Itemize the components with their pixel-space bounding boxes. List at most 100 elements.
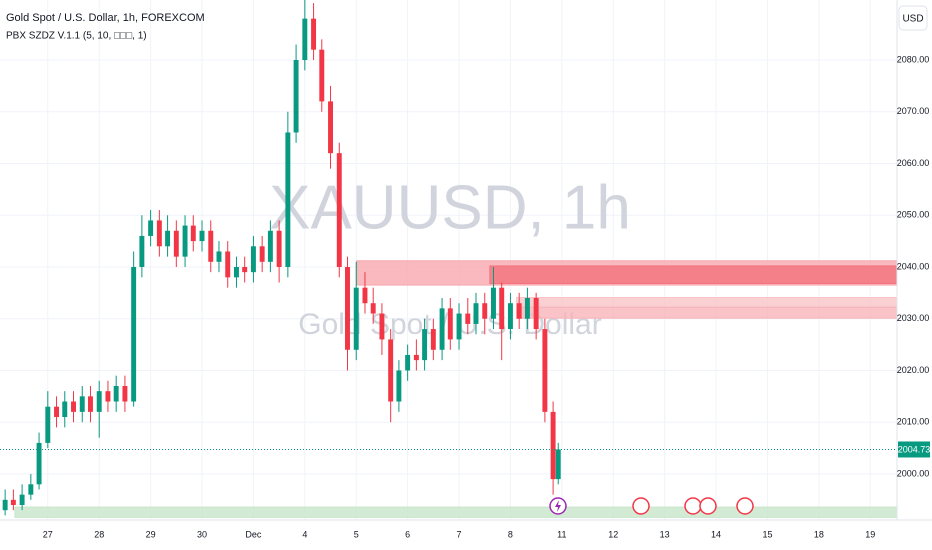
event-icon[interactable] <box>736 497 754 515</box>
y-tick-label: 2010.00 <box>897 417 930 427</box>
last-price-label: 2004.73 <box>898 444 931 454</box>
event-icon[interactable] <box>684 497 702 515</box>
candle-body <box>353 287 359 350</box>
candle-body <box>88 396 93 412</box>
candle-body <box>542 329 548 412</box>
candle-body <box>491 287 496 319</box>
candle-body <box>362 287 368 304</box>
zone <box>516 306 898 319</box>
x-tick-label: 28 <box>94 529 104 539</box>
candle-body <box>105 391 111 402</box>
candle-body <box>405 354 411 371</box>
x-tick-label: Dec <box>245 529 262 539</box>
candle-body <box>182 225 188 257</box>
candle-body <box>28 484 34 495</box>
candle-body <box>370 303 376 314</box>
candle-body <box>524 298 530 319</box>
candle-body <box>422 329 428 361</box>
candle-body <box>208 230 214 262</box>
candle-body <box>430 329 436 350</box>
chart-title: Gold Spot / U.S. Dollar, 1h, FOREXCOM <box>6 12 205 24</box>
y-tick-label: 2040.00 <box>897 261 930 271</box>
candle-body <box>276 230 282 267</box>
y-tick-label: 2060.00 <box>897 158 930 168</box>
x-tick-label: 6 <box>405 529 410 539</box>
candle-body <box>319 49 325 102</box>
candle-body <box>259 246 265 262</box>
candle-body <box>302 18 308 61</box>
y-tick-label: 2050.00 <box>897 210 930 220</box>
candle-body <box>388 339 394 402</box>
candle-body <box>482 303 488 319</box>
candle-body <box>345 266 350 350</box>
x-tick-label: 7 <box>457 529 462 539</box>
event-icon-glyph <box>555 500 561 512</box>
x-tick-label: 12 <box>608 529 618 539</box>
candle-body <box>379 313 385 340</box>
event-icons <box>549 497 754 515</box>
candle-body <box>216 251 222 262</box>
event-icon[interactable] <box>632 497 650 515</box>
candle-body <box>36 442 42 485</box>
zones <box>14 260 898 518</box>
candle-body <box>267 230 273 262</box>
candle-body <box>507 303 513 330</box>
candle-body <box>242 266 248 273</box>
candle-body <box>225 251 231 278</box>
candle-body <box>456 313 462 340</box>
candle-body <box>328 101 333 154</box>
candle-body <box>139 235 145 267</box>
candle-body <box>62 401 68 418</box>
candle-body <box>499 287 505 330</box>
candle-body <box>19 494 25 505</box>
candle-body <box>413 354 419 361</box>
candle-body <box>473 303 479 324</box>
candle-body <box>54 406 60 418</box>
last-price-tag <box>898 441 930 458</box>
watermark: XAUUSD, 1h <box>269 173 631 242</box>
x-tick-label: 30 <box>197 529 207 539</box>
currency-button[interactable] <box>898 5 928 31</box>
candle-body <box>96 391 102 412</box>
x-tick-label: 15 <box>762 529 772 539</box>
x-tick-label: 4 <box>302 529 307 539</box>
candle-body <box>439 308 445 350</box>
candle-body <box>447 308 453 340</box>
candle-body <box>190 225 196 242</box>
candle-body <box>45 406 51 443</box>
currency-label[interactable]: USD <box>902 14 923 25</box>
candle-body <box>122 385 128 402</box>
x-tick-label: 11 <box>557 529 566 539</box>
candle-body <box>71 401 76 412</box>
x-tick-label: 18 <box>814 529 824 539</box>
candle-body <box>173 230 179 257</box>
candle-body <box>336 153 342 267</box>
candles <box>2 0 561 516</box>
x-tick-label: 14 <box>711 529 721 539</box>
candle-body <box>233 266 239 278</box>
candle-body <box>79 396 85 412</box>
x-tick-label: 19 <box>865 529 875 539</box>
y-tick-label: 2020.00 <box>897 365 930 375</box>
candle-body <box>199 230 205 242</box>
y-tick-label: 2000.00 <box>897 468 930 478</box>
candle-body <box>2 499 8 511</box>
zone <box>516 297 898 307</box>
x-tick-label: 5 <box>354 529 359 539</box>
zone <box>14 506 898 518</box>
candle-body <box>285 132 291 267</box>
candle-body <box>113 385 119 402</box>
x-tick-label: 13 <box>660 529 670 539</box>
indicator-label: PBX SZDZ V.1.1 (5, 10, □□□, 1) <box>6 31 147 42</box>
x-tick-label: 8 <box>508 529 513 539</box>
candle-body <box>555 449 561 480</box>
y-tick-label: 2070.00 <box>897 106 930 116</box>
candle-body <box>10 499 16 505</box>
candle-body <box>465 313 471 324</box>
zone <box>489 265 898 285</box>
candle-body <box>516 303 522 319</box>
y-tick-label: 2030.00 <box>897 313 930 323</box>
event-icon[interactable] <box>699 497 717 515</box>
candle-body <box>550 411 556 480</box>
